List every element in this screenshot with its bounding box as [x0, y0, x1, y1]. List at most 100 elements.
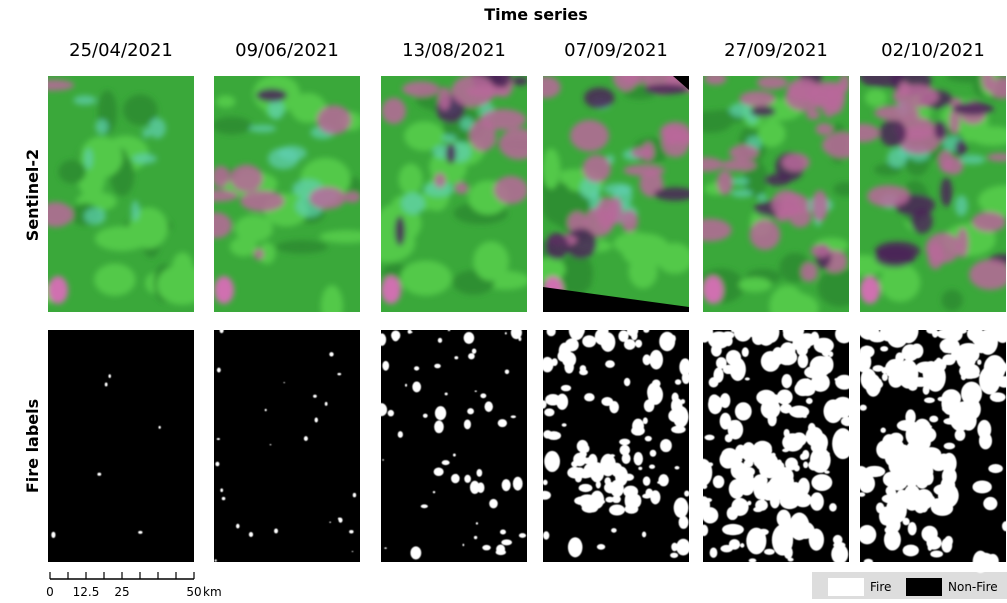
- vegetation-patch: [758, 120, 786, 147]
- sentinel-image: [196, 75, 374, 327]
- burn-patch: [867, 185, 909, 207]
- fire-pixel: [587, 496, 599, 513]
- fire-pixel: [97, 473, 101, 476]
- fire-pixel: [777, 462, 785, 471]
- fire-pixel: [923, 385, 930, 394]
- vegetation-patch: [157, 265, 209, 305]
- burn-patch: [531, 76, 561, 98]
- vegetation-patch: [94, 264, 135, 296]
- fire-pixel: [541, 357, 553, 372]
- fire-pixel: [643, 327, 649, 332]
- fire-pixel: [215, 462, 219, 467]
- fire-pixel: [568, 537, 583, 557]
- fire-pixel: [822, 348, 831, 357]
- fire-pixel: [676, 539, 690, 556]
- fire-pixel: [215, 559, 217, 562]
- fire-pixel: [800, 454, 806, 461]
- fire-pixel: [711, 344, 722, 357]
- fire-pixel: [337, 373, 341, 375]
- fire-pixel: [464, 332, 475, 344]
- vegetation-patch: [865, 89, 887, 107]
- fire-pixel: [910, 343, 923, 358]
- vegetation-patch: [818, 268, 864, 307]
- image-content: [688, 66, 868, 328]
- fire-pixel: [948, 418, 953, 423]
- burn-patch: [48, 276, 68, 304]
- fire-pixel: [217, 438, 220, 440]
- burn-patch: [717, 170, 733, 195]
- burn-patch: [381, 276, 401, 304]
- fire-pixel: [777, 510, 791, 528]
- burn-patch: [875, 241, 920, 260]
- row-label: Fire labels: [23, 399, 42, 493]
- burn-patch: [494, 176, 529, 204]
- fire-pixel: [967, 386, 975, 398]
- fire-pixel: [545, 394, 560, 406]
- fire-pixel: [519, 533, 526, 538]
- burn-patch: [230, 165, 263, 193]
- fire-pixel: [660, 439, 672, 452]
- fire-pixel: [249, 532, 253, 537]
- fire-pixel: [673, 406, 689, 428]
- fire-pixel: [482, 545, 491, 551]
- fire-pixel: [477, 469, 483, 477]
- fire-pixel: [938, 397, 946, 401]
- water-patch: [401, 193, 425, 215]
- fire-pixel: [922, 470, 933, 485]
- fire-pixel: [679, 516, 689, 529]
- label-base: [48, 330, 194, 562]
- fire-pixel: [923, 453, 933, 460]
- burn-patch: [704, 72, 726, 84]
- fire-pixel: [464, 419, 471, 429]
- burn-patch: [893, 85, 939, 108]
- column-date: 13/08/2021: [402, 40, 506, 61]
- burn-patch: [654, 187, 696, 200]
- burn-patch: [928, 242, 944, 269]
- fire-pixel: [650, 450, 657, 457]
- water-patch: [731, 177, 749, 185]
- fire-pixel: [762, 446, 772, 455]
- fire-pixel: [933, 359, 947, 372]
- fire-pixel: [908, 522, 917, 535]
- fire-pixel: [618, 330, 628, 342]
- fire-pixel: [649, 465, 655, 469]
- fire-pixel: [988, 464, 1003, 473]
- burn-patch: [874, 105, 920, 120]
- fire-pixel: [893, 325, 911, 340]
- fire-pixel: [738, 485, 745, 491]
- fire-pixel: [574, 496, 589, 505]
- column-date: 07/09/2021: [564, 40, 668, 61]
- fire-pixel: [584, 445, 590, 452]
- fire-pixel: [860, 405, 867, 411]
- fire-pixel: [652, 380, 661, 388]
- vegetation-patch: [58, 160, 85, 184]
- fire-pixel: [973, 551, 989, 573]
- fire-pixel: [138, 531, 142, 534]
- sentinel-image: [31, 76, 208, 312]
- fire-pixel: [382, 459, 384, 461]
- sentinel-image: [527, 61, 706, 312]
- fire-pixel: [421, 504, 428, 508]
- fire-pixel: [624, 378, 630, 386]
- fire-pixel: [913, 491, 928, 513]
- fire-pixel: [597, 544, 605, 550]
- fire-pixel: [829, 503, 837, 512]
- fire-pixel: [588, 454, 598, 467]
- fire-pixel: [624, 474, 634, 481]
- fire-pixel: [274, 529, 278, 534]
- burn-patch: [846, 124, 880, 143]
- fire-label-image: [694, 315, 855, 564]
- fire-pixel: [105, 383, 108, 387]
- water-patch: [85, 148, 93, 169]
- fire-pixel: [913, 435, 930, 450]
- fire-pixel: [700, 525, 709, 537]
- fire-pixel: [768, 413, 777, 426]
- fire-pixel: [763, 321, 779, 343]
- burn-patch: [344, 192, 360, 203]
- fire-pixel: [780, 342, 796, 359]
- fire-pixel: [709, 394, 720, 408]
- fire-pixel: [611, 528, 617, 533]
- fire-pixel: [658, 474, 668, 486]
- fire-pixel: [547, 326, 556, 336]
